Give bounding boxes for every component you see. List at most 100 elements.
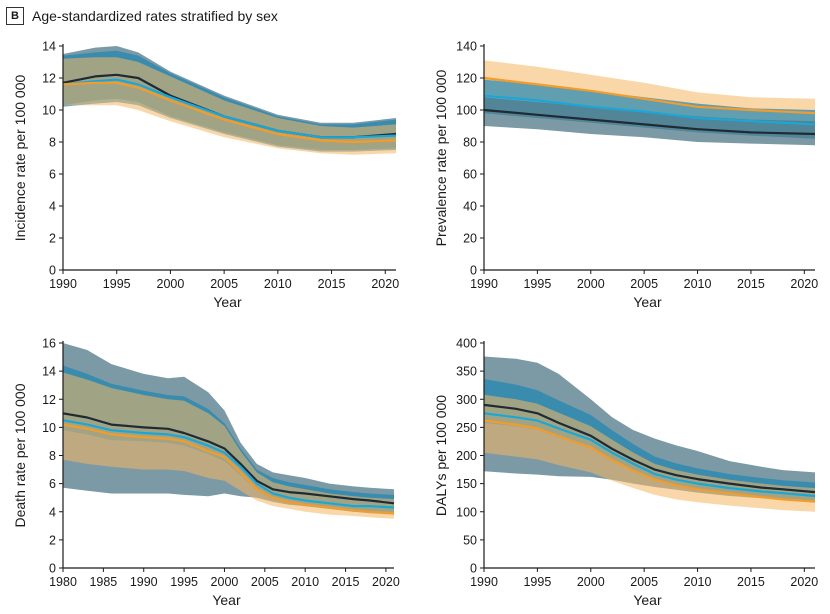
band-both	[484, 97, 815, 146]
line-female	[62, 81, 397, 144]
y-tick-label: 2	[49, 533, 56, 547]
x-tick-label: 2020	[372, 575, 400, 589]
figure-header: B Age-standardized rates stratified by s…	[6, 6, 278, 26]
x-axis-label: Year	[633, 294, 662, 310]
uncertainty-bands	[63, 343, 394, 519]
x-tick-label: 1985	[89, 575, 117, 589]
line-both	[62, 412, 395, 505]
y-tick-label: 0	[49, 264, 56, 278]
y-tick-label: 0	[470, 562, 477, 576]
y-tick-label: 300	[456, 393, 477, 407]
y-tick-label: 80	[463, 136, 477, 150]
y-tick-label: 250	[456, 421, 477, 435]
x-tick-label: 1980	[49, 575, 77, 589]
uncertainty-bands	[63, 46, 396, 155]
y-axis-label: DALYs per 100 000	[433, 395, 449, 516]
y-tick-label: 20	[463, 232, 477, 246]
line-male	[483, 94, 816, 126]
series-lines	[62, 73, 397, 144]
x-axis-label: Year	[633, 592, 662, 608]
x-tick-label: 2000	[211, 575, 239, 589]
y-tick-label: 100	[456, 104, 477, 118]
y-tick-label: 150	[456, 477, 477, 491]
y-tick-label: 100	[456, 505, 477, 519]
series-lines	[62, 412, 395, 515]
line-female	[483, 76, 816, 115]
chart-incidence: 1990 1995 2000 2005 2010 2015 2020 0 2 4 6 8 10 12 14 Y…	[12, 40, 399, 311]
x-tick-label: 2015	[737, 575, 765, 589]
y-tick-label: 8	[49, 136, 56, 150]
x-tick-label: 2015	[737, 277, 765, 291]
x-tick-label: 1990	[49, 277, 77, 291]
x-tick-label: 2015	[332, 575, 360, 589]
y-tick-label: 200	[456, 449, 477, 463]
x-tick-label: 2020	[371, 277, 399, 291]
x-tick-label: 2005	[630, 575, 658, 589]
x-tick-label: 2010	[684, 277, 712, 291]
x-tick-label: 1995	[523, 277, 551, 291]
y-tick-label: 12	[42, 393, 56, 407]
y-tick-label: 350	[456, 365, 477, 379]
x-tick-label: 2010	[684, 575, 712, 589]
y-tick-label: 50	[463, 533, 477, 547]
line-male	[483, 412, 816, 498]
y-tick-label: 4	[49, 200, 56, 214]
band-both	[63, 343, 394, 515]
chart-prevalence: 1990 1995 2000 2005 2010 2015 2020 0 20 40 60 80 100…	[433, 40, 818, 311]
x-axis-label: Year	[212, 592, 241, 608]
x-tick-label: 2000	[577, 277, 605, 291]
x-tick-label: 2020	[790, 575, 818, 589]
y-tick-label: 14	[42, 365, 56, 379]
line-female	[62, 423, 395, 515]
y-tick-label: 140	[456, 40, 477, 54]
y-tick-label: 40	[463, 200, 477, 214]
y-axis-label: Death rate per 100 000	[12, 383, 28, 527]
x-tick-label: 2005	[630, 277, 658, 291]
chart-death: 1980 1985 1990 1995 2000 2005 2010 2015 2020 0 2 4 6…	[12, 337, 400, 609]
y-tick-label: 6	[49, 168, 56, 182]
x-tick-label: 2005	[251, 575, 279, 589]
y-tick-label: 60	[463, 168, 477, 182]
y-tick-label: 6	[49, 477, 56, 491]
line-both	[483, 403, 816, 494]
y-tick-label: 14	[42, 40, 56, 54]
x-tick-label: 1995	[523, 575, 551, 589]
panel-badge: B	[6, 7, 24, 25]
x-tick-label: 2010	[264, 277, 292, 291]
series-lines	[483, 76, 816, 136]
y-tick-label: 12	[42, 72, 56, 86]
x-tick-label: 2000	[577, 575, 605, 589]
x-tick-label: 2010	[291, 575, 319, 589]
x-tick-label: 2005	[210, 277, 238, 291]
band-female	[63, 57, 396, 155]
line-both	[483, 108, 816, 136]
band-male	[484, 379, 815, 501]
x-axis-label: Year	[213, 294, 242, 310]
line-female	[483, 419, 816, 503]
x-tick-label: 1995	[170, 575, 198, 589]
y-tick-label: 0	[49, 562, 56, 576]
y-tick-label: 400	[456, 337, 477, 351]
y-tick-label: 8	[49, 449, 56, 463]
figure-title: Age-standardized rates stratified by sex	[32, 8, 278, 24]
x-tick-label: 1990	[130, 575, 158, 589]
y-axis-label: Prevalence rate per 100 000	[433, 69, 449, 246]
y-tick-label: 4	[49, 505, 56, 519]
x-tick-label: 2020	[790, 277, 818, 291]
band-female	[63, 372, 394, 519]
y-tick-label: 10	[42, 104, 56, 118]
x-tick-label: 1990	[470, 575, 498, 589]
uncertainty-bands	[484, 356, 815, 512]
y-tick-label: 0	[470, 264, 477, 278]
chart-dalys: 1990 1995 2000 2005 2010 2015 2020 0 50 100 150 200…	[433, 337, 818, 609]
y-axis-label: Incidence rate per 100 000	[12, 75, 28, 242]
x-tick-label: 1995	[103, 277, 131, 291]
y-tick-label: 10	[42, 421, 56, 435]
x-tick-label: 2015	[318, 277, 346, 291]
x-tick-label: 1990	[470, 277, 498, 291]
y-tick-label: 2	[49, 232, 56, 246]
y-tick-label: 16	[42, 337, 56, 351]
series-lines	[483, 403, 816, 503]
line-male	[62, 78, 397, 139]
